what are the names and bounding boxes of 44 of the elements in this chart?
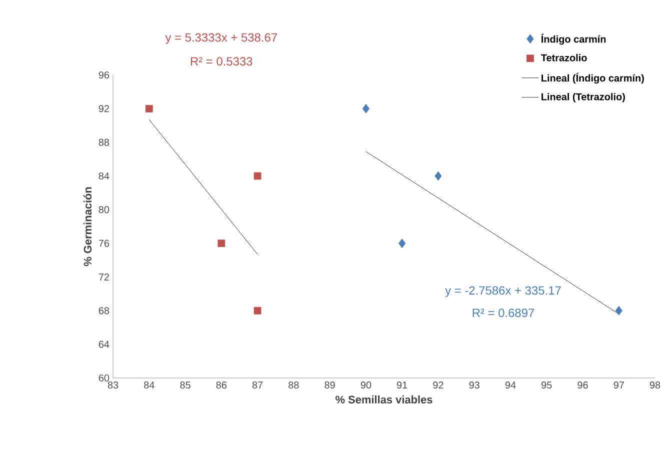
point bbox=[434, 171, 442, 181]
annotation: y = -2.7586x + 335.17 bbox=[445, 286, 561, 298]
y-axis-title: % Germinación bbox=[83, 187, 92, 266]
annotation: R² = 0.6897 bbox=[472, 308, 534, 318]
x-axis-title: % Semillas viables bbox=[336, 395, 432, 404]
legend-label: Lineal (Tetrazolio) bbox=[542, 92, 625, 102]
x-tick-label: 94 bbox=[505, 382, 516, 389]
x-tick-label: 96 bbox=[578, 382, 588, 389]
x-tick-label: 88 bbox=[288, 382, 299, 389]
y-tick-label: 72 bbox=[98, 274, 109, 280]
x-tick-label: 83 bbox=[108, 382, 118, 389]
x-tick-label: 87 bbox=[252, 382, 263, 389]
x-tick-label: 90 bbox=[360, 382, 372, 389]
y-tick-label: 92 bbox=[98, 105, 109, 112]
y-tick-label: 96 bbox=[98, 71, 110, 79]
point bbox=[362, 104, 370, 114]
x-tick-label: 89 bbox=[324, 382, 335, 389]
y-tick-label: 80 bbox=[98, 206, 110, 214]
y-tick-label: 64 bbox=[98, 340, 110, 348]
y-tick-label: 76 bbox=[98, 240, 110, 247]
x-tick-label: 91 bbox=[397, 382, 408, 389]
legend-label: Lineal (Índigo carmín) bbox=[542, 72, 644, 84]
legend-label: Índigo carmín bbox=[541, 34, 606, 45]
x-tick-label: 86 bbox=[216, 382, 227, 389]
legend-label: Tetrazolio bbox=[541, 54, 587, 62]
point bbox=[398, 238, 406, 248]
y-tick-label: 84 bbox=[98, 172, 110, 180]
point bbox=[615, 306, 622, 316]
text: R² = 0.5333 bbox=[190, 57, 252, 66]
y-tick-label: 88 bbox=[98, 138, 110, 146]
text: y = 5.3333x + 538.67 bbox=[165, 33, 277, 44]
point bbox=[145, 104, 153, 112]
point bbox=[254, 172, 262, 180]
x-tick-label: 98 bbox=[650, 382, 660, 389]
y-tick-label: 60 bbox=[98, 374, 110, 382]
point bbox=[218, 240, 226, 248]
x-tick-label: 95 bbox=[542, 382, 552, 389]
x-tick-label: 84 bbox=[144, 382, 154, 389]
point bbox=[254, 306, 262, 314]
y-tick-label: 68 bbox=[98, 307, 110, 314]
x-tick-label: 93 bbox=[469, 382, 480, 389]
x-tick-label: 97 bbox=[614, 382, 624, 389]
x-tick-label: 85 bbox=[180, 382, 190, 389]
x-tick-label: 92 bbox=[433, 382, 444, 389]
